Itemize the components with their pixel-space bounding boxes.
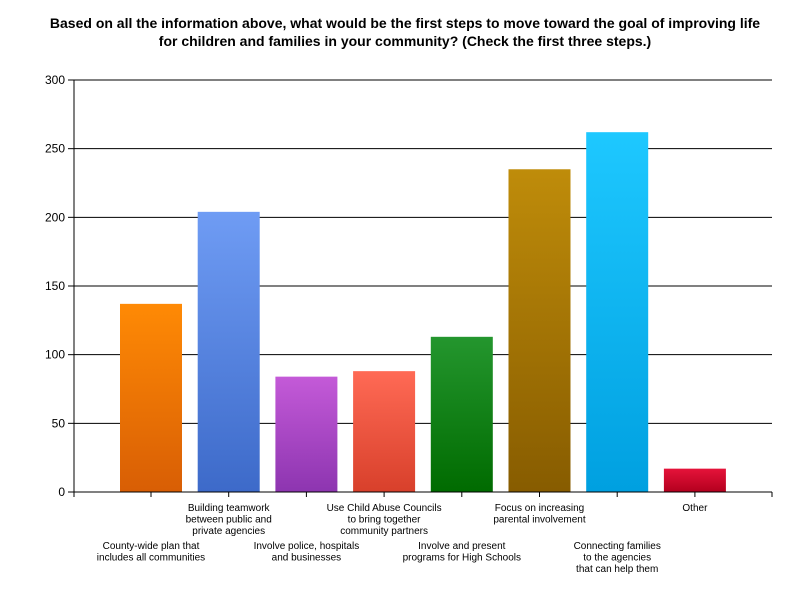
bar-2 xyxy=(197,211,260,492)
y-tick-label: 200 xyxy=(45,210,65,224)
category-label: Involve police, hospitals and businesses xyxy=(254,541,360,564)
gridlines xyxy=(74,79,772,424)
bar-4 xyxy=(353,371,416,492)
bar-8 xyxy=(663,468,726,492)
category-label: Other xyxy=(682,503,708,514)
y-tick-label: 50 xyxy=(52,416,66,430)
category-label: Use Child Abuse Councils to bring togethe… xyxy=(327,503,442,537)
y-tick-label: 150 xyxy=(45,279,65,293)
y-tick-label: 100 xyxy=(45,348,65,362)
y-tick-label: 250 xyxy=(45,142,65,156)
bars xyxy=(120,132,726,493)
chart-title: Based on all the information above, what… xyxy=(49,15,761,49)
category-label: Involve and present programs for High Sch… xyxy=(403,541,521,564)
bar-6 xyxy=(508,169,571,492)
category-labels: County-wide plan that includes all commun… xyxy=(97,503,708,575)
category-label: Focus on increasing parental involvement xyxy=(493,503,585,526)
category-label: Building teamwork between public and priva… xyxy=(186,503,272,537)
axes: 0 50 100 150 200 250 300 xyxy=(45,73,773,499)
category-label: Connecting families to the agencies that c… xyxy=(574,541,661,575)
category-label: County-wide plan that includes all commun… xyxy=(97,541,205,564)
y-tick-label: 300 xyxy=(45,73,65,87)
y-tick-label: 0 xyxy=(58,485,65,499)
bar-5 xyxy=(430,336,493,492)
bar-7 xyxy=(586,132,649,493)
bar-3 xyxy=(275,376,338,492)
bar-1 xyxy=(120,303,182,492)
